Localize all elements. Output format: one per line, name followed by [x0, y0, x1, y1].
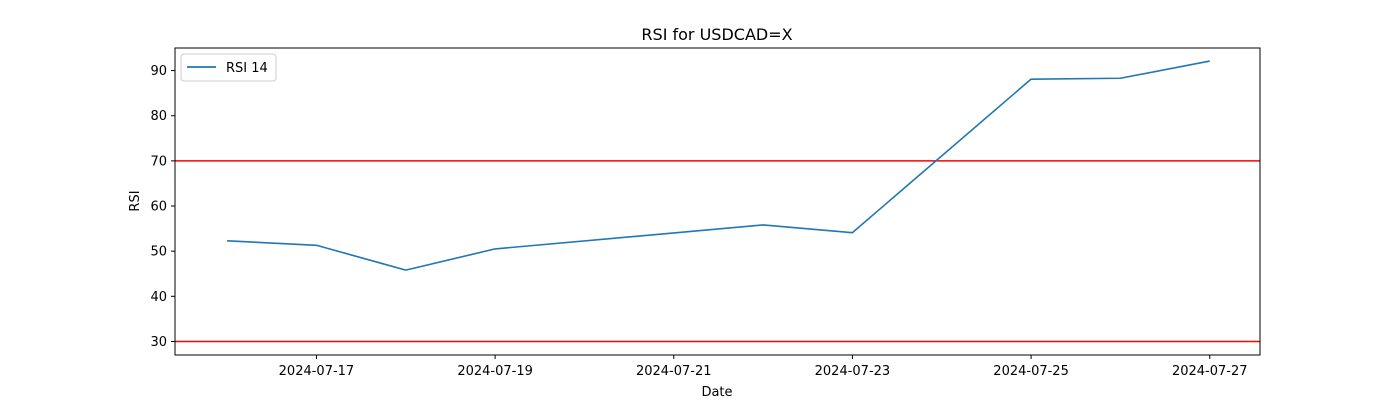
y-axis-ticks: 30 40 50 60 70 80 90	[150, 64, 175, 350]
plot-area	[174, 47, 1261, 356]
plot-frame	[174, 47, 1261, 356]
x-tick-label: 2024-07-21	[636, 364, 712, 379]
x-tick-label: 2024-07-17	[279, 364, 355, 379]
x-tick-label: 2024-07-27	[1172, 364, 1248, 379]
reference-lines	[175, 160, 1260, 343]
x-axis-label: Date	[701, 385, 732, 400]
y-tick-label: 50	[150, 245, 167, 260]
y-tick-label: 40	[150, 290, 167, 305]
legend: RSI 14	[180, 53, 277, 82]
series-line-rsi-14	[227, 60, 1210, 271]
y-tick-label: 80	[150, 109, 167, 124]
y-tick-label: 90	[150, 64, 167, 79]
y-tick-label: 70	[150, 154, 167, 169]
y-tick-label: 30	[150, 335, 167, 350]
legend-label-rsi-14: RSI 14	[226, 61, 268, 76]
series-layer	[227, 60, 1210, 271]
x-tick-label: 2024-07-19	[457, 364, 533, 379]
y-axis-label: RSI	[128, 190, 143, 211]
x-axis-ticks: 2024-07-17 2024-07-19 2024-07-21 2024-07-23…	[279, 355, 1248, 379]
chart-title: RSI for USDCAD=X	[641, 25, 792, 44]
x-tick-label: 2024-07-25	[993, 364, 1069, 379]
x-tick-label: 2024-07-23	[815, 364, 891, 379]
plot-background	[175, 48, 1260, 355]
y-tick-label: 60	[150, 200, 167, 215]
legend-box	[180, 53, 277, 82]
